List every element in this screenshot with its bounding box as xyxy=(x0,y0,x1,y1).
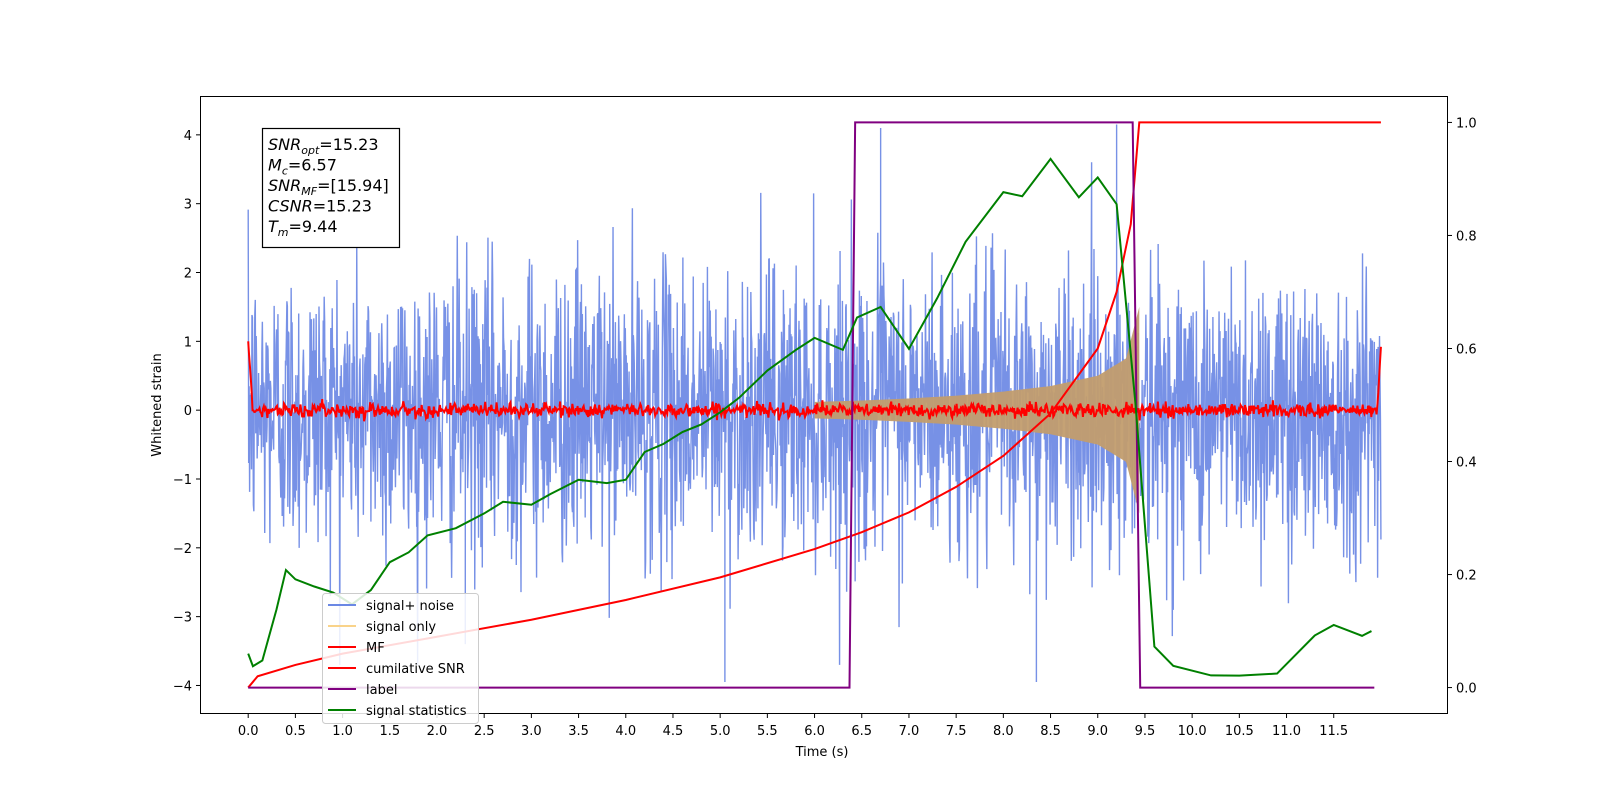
legend-label: MF xyxy=(366,641,385,656)
y-tick-label: 2 xyxy=(184,267,192,282)
x-tick-label: 7.5 xyxy=(946,724,967,739)
info-box-line: CSNR=15.23 xyxy=(268,197,372,216)
signal-noise-line xyxy=(247,124,1382,683)
axes-frame xyxy=(200,96,1448,714)
x-tick-label: 7.0 xyxy=(899,724,920,739)
y2-tick-label: 0.8 xyxy=(1456,229,1477,244)
x-tick-label: 2.5 xyxy=(474,724,495,739)
legend: signal+ noise signal only MF cumilative SNR… xyxy=(322,593,479,724)
legend-label: signal only xyxy=(366,620,436,635)
x-tick-label: 8.5 xyxy=(1040,724,1061,739)
y-tick-label: 4 xyxy=(184,129,192,144)
label-line xyxy=(248,121,1375,689)
x-axis-label: Time (s) xyxy=(795,745,849,760)
legend-label: cumilative SNR xyxy=(366,662,465,677)
mf-line xyxy=(247,341,1382,422)
y2-tick-label: 1.0 xyxy=(1456,116,1477,131)
y-tick-label: 3 xyxy=(184,198,192,213)
y-tick-label: −1 xyxy=(173,473,192,488)
y-tick-label: 0 xyxy=(184,404,192,419)
y2-tick-label: 0.4 xyxy=(1456,456,1477,471)
x-tick-label: 6.5 xyxy=(851,724,872,739)
info-box: SNRopt=15.23Mc=6.57SNRMF=[15.94]CSNR=15.… xyxy=(261,127,401,249)
x-tick-label: 9.0 xyxy=(1087,724,1108,739)
y2-tick-label: 0.2 xyxy=(1456,569,1477,584)
x-tick-label: 1.5 xyxy=(379,724,400,739)
y-axis-right-ticks: 1.0 0.8 0.6 0.4 0.2 0.0 xyxy=(1447,116,1477,697)
info-box-line: SNRopt=15.23 xyxy=(268,135,379,157)
y2-tick-label: 0.6 xyxy=(1456,342,1477,357)
x-tick-label: 9.5 xyxy=(1135,724,1156,739)
y-tick-label: −3 xyxy=(173,611,192,626)
x-tick-label: 11.0 xyxy=(1272,724,1301,739)
x-tick-label: 0.0 xyxy=(238,724,259,739)
x-tick-label: 4.0 xyxy=(615,724,636,739)
info-box-line: Mc=6.57 xyxy=(268,156,337,178)
x-tick-label: 8.0 xyxy=(993,724,1014,739)
legend-frame xyxy=(322,593,479,724)
y-axis-left-ticks: 4 3 2 1 0 −1 −2 −3 −4 xyxy=(173,129,201,694)
x-tick-label: 1.0 xyxy=(332,724,353,739)
legend-label: signal+ noise xyxy=(366,599,454,614)
x-tick-label: 0.5 xyxy=(285,724,306,739)
x-axis-ticks: 0.0 0.5 1.0 1.5 2.0 2.5 3.0 3.5 4.0 4.5 5.0 5.5 6.0 6… xyxy=(238,713,1348,739)
info-box-line: Tm=9.44 xyxy=(268,217,338,239)
x-tick-label: 2.0 xyxy=(427,724,448,739)
y-axis-label: Whitened strain xyxy=(150,353,165,456)
x-tick-label: 3.0 xyxy=(521,724,542,739)
x-tick-label: 3.5 xyxy=(568,724,589,739)
x-tick-label: 11.5 xyxy=(1319,724,1348,739)
x-tick-label: 4.5 xyxy=(663,724,684,739)
y2-tick-label: 0.0 xyxy=(1456,682,1477,697)
x-tick-label: 10.5 xyxy=(1225,724,1254,739)
x-tick-label: 10.0 xyxy=(1178,724,1207,739)
y-tick-label: −4 xyxy=(173,679,192,694)
x-tick-label: 6.0 xyxy=(804,724,825,739)
legend-label: signal statistics xyxy=(366,704,467,719)
y-tick-label: 1 xyxy=(184,335,192,350)
info-box-frame xyxy=(261,127,401,249)
x-tick-label: 5.5 xyxy=(757,724,778,739)
x-tick-label: 5.0 xyxy=(710,724,731,739)
y-tick-label: −2 xyxy=(173,542,192,557)
legend-label: label xyxy=(366,683,397,698)
info-box-line: SNRMF=[15.94] xyxy=(268,176,389,198)
